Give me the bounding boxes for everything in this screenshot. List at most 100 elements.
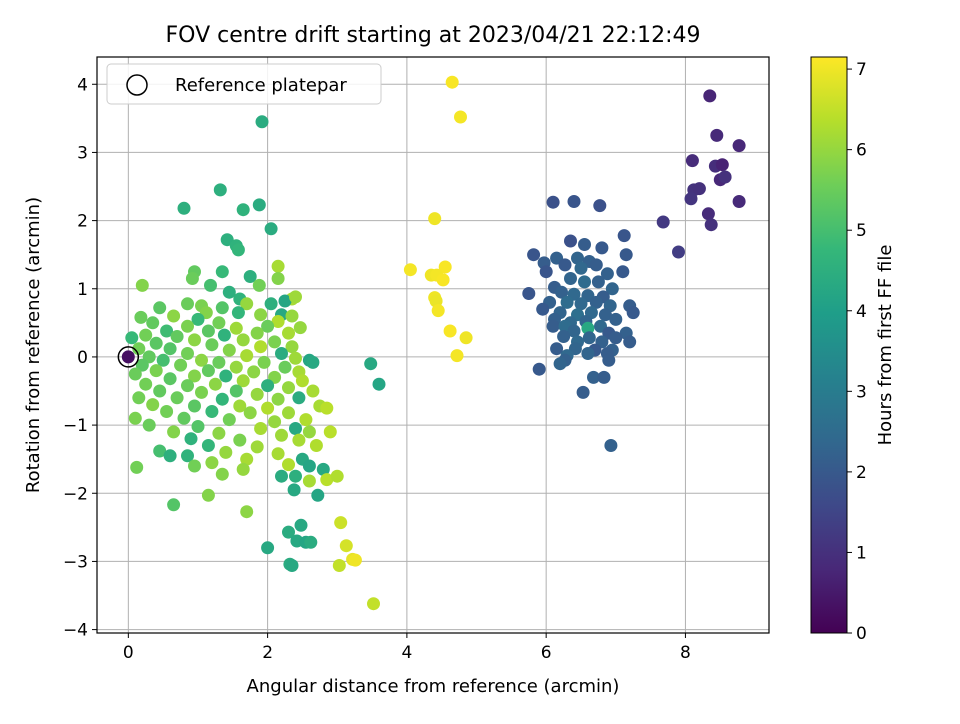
data-point — [125, 331, 139, 345]
data-point — [130, 460, 144, 474]
colorbar-tick-label: 5 — [856, 221, 867, 241]
data-point — [605, 282, 619, 296]
data-point — [240, 297, 254, 311]
data-point — [275, 469, 288, 483]
data-point — [320, 401, 334, 415]
data-point — [220, 233, 234, 247]
data-point — [302, 425, 316, 439]
data-point — [330, 469, 344, 483]
data-point — [212, 426, 226, 440]
data-point — [609, 312, 623, 326]
data-point — [289, 290, 302, 304]
data-point — [685, 154, 699, 168]
data-points — [117, 75, 746, 611]
data-point — [285, 309, 299, 323]
data-point — [236, 203, 250, 217]
colorbar: 0 1 2 3 4 5 6 7 Hours from first FF file — [810, 56, 896, 644]
data-point — [604, 439, 618, 452]
data-point — [302, 459, 316, 473]
data-point — [704, 218, 718, 232]
data-point — [261, 541, 275, 555]
colorbar-tick-label: 7 — [856, 60, 867, 80]
colorbar-label: Hours from first FF file — [875, 245, 896, 446]
data-point — [250, 440, 264, 454]
data-point — [623, 335, 637, 349]
data-point — [219, 369, 233, 383]
data-point — [250, 387, 264, 401]
data-point — [602, 353, 616, 367]
data-point — [271, 315, 285, 328]
x-tick-label: 8 — [680, 643, 691, 663]
data-point — [135, 278, 149, 292]
data-point — [201, 324, 215, 338]
data-point — [278, 360, 292, 374]
plot-frame — [96, 56, 770, 634]
data-point — [243, 406, 257, 420]
data-point — [372, 377, 386, 391]
data-point — [323, 425, 337, 439]
data-point — [191, 312, 205, 326]
data-point — [205, 405, 219, 418]
data-point — [282, 458, 295, 472]
data-point — [564, 272, 577, 285]
data-point — [574, 297, 588, 311]
data-point — [527, 248, 541, 262]
data-point — [188, 459, 201, 473]
data-point — [201, 488, 215, 502]
data-point — [184, 432, 198, 446]
data-point — [278, 294, 292, 308]
y-tick-label: −2 — [63, 484, 88, 504]
data-point — [149, 364, 163, 378]
data-point — [181, 379, 194, 393]
data-point — [578, 275, 591, 289]
data-point — [715, 158, 729, 172]
data-point — [591, 275, 605, 289]
data-point — [163, 372, 177, 386]
colorbar-tick-label: 0 — [856, 624, 867, 644]
data-point — [142, 418, 156, 432]
data-point — [213, 183, 227, 197]
x-tick-label: 0 — [123, 643, 134, 663]
data-point — [287, 483, 301, 497]
data-point — [236, 462, 250, 476]
data-point — [153, 384, 167, 398]
data-point — [177, 411, 191, 425]
data-point — [546, 195, 560, 209]
data-point — [701, 207, 715, 221]
data-point — [292, 433, 306, 447]
data-point — [254, 422, 268, 435]
data-point — [282, 326, 295, 340]
data-point — [454, 110, 467, 124]
data-point — [201, 439, 215, 452]
data-point — [560, 295, 574, 309]
data-point — [156, 353, 170, 367]
data-point — [254, 308, 268, 322]
data-point — [252, 278, 266, 292]
data-point — [600, 267, 614, 281]
data-point — [134, 310, 148, 324]
data-point — [231, 243, 245, 257]
data-point — [367, 597, 380, 611]
data-point — [271, 272, 285, 285]
data-point — [252, 198, 266, 212]
data-point — [589, 258, 603, 272]
data-point — [132, 342, 146, 356]
data-point — [208, 377, 222, 391]
data-point — [571, 251, 584, 265]
data-point — [304, 535, 318, 549]
data-point — [229, 384, 243, 398]
data-point — [271, 392, 285, 406]
data-point — [181, 347, 194, 360]
data-point — [522, 287, 536, 300]
data-point — [459, 331, 473, 345]
data-point — [215, 467, 229, 481]
data-point — [170, 330, 184, 343]
y-tick-label: 2 — [77, 212, 88, 232]
data-point — [364, 357, 378, 371]
data-point — [233, 433, 247, 447]
x-ticks: 0 2 4 6 8 — [123, 633, 691, 663]
reference-platepar-marker — [117, 346, 140, 368]
data-point — [275, 347, 288, 360]
data-point — [195, 385, 208, 399]
